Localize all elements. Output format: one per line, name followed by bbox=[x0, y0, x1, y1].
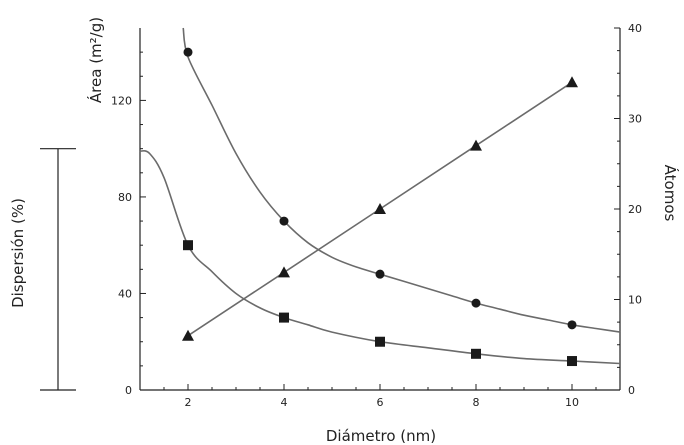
circle-marker bbox=[279, 216, 289, 226]
dispersion-scale-bar bbox=[40, 148, 76, 391]
scale-bar-title: Dispersión (%) bbox=[9, 198, 27, 308]
circle-marker bbox=[183, 47, 193, 57]
circle-marker bbox=[567, 320, 577, 330]
right-y-tick-label: 10 bbox=[628, 294, 642, 307]
x-tick-label: 6 bbox=[377, 396, 384, 409]
right-y-tick-label: 40 bbox=[628, 22, 642, 35]
triangle-marker bbox=[470, 139, 482, 151]
x-axis-title: Diámetro (nm) bbox=[326, 427, 436, 445]
circle-marker bbox=[471, 298, 481, 308]
x-tick-label: 4 bbox=[281, 396, 288, 409]
right-y-tick-label: 20 bbox=[628, 203, 642, 216]
circle-marker bbox=[375, 269, 385, 279]
right-y-axis-title: Átomos bbox=[661, 165, 680, 222]
triangle-marker bbox=[182, 329, 194, 341]
square-marker bbox=[471, 348, 481, 359]
ticks: 2 4 6 8 10 0 40 80 120 0 10 20 30 40 bbox=[111, 22, 642, 409]
left-y-tick-label: 40 bbox=[118, 287, 132, 300]
left-y-axis-title: Área (m²/g) bbox=[86, 17, 105, 103]
markers bbox=[182, 47, 578, 367]
triangle-marker bbox=[566, 76, 578, 88]
x-tick-label: 2 bbox=[185, 396, 192, 409]
left-y-tick-label: 80 bbox=[118, 191, 132, 204]
right-y-tick-label: 0 bbox=[628, 384, 635, 397]
x-tick-label: 10 bbox=[565, 396, 579, 409]
curves bbox=[139, 27, 621, 365]
triangle-marker bbox=[278, 266, 290, 278]
triangle-marker bbox=[374, 203, 386, 214]
square-marker bbox=[279, 312, 289, 323]
square-marker bbox=[567, 356, 577, 367]
right-y-tick-label: 30 bbox=[628, 113, 642, 126]
left-y-tick-label: 120 bbox=[111, 94, 132, 107]
left-y-tick-label: 0 bbox=[125, 384, 132, 397]
x-tick-label: 8 bbox=[473, 396, 480, 409]
circle-series-curve bbox=[182, 27, 621, 333]
square-marker bbox=[375, 336, 385, 347]
square-marker bbox=[183, 240, 193, 251]
square-series-curve bbox=[139, 150, 621, 365]
